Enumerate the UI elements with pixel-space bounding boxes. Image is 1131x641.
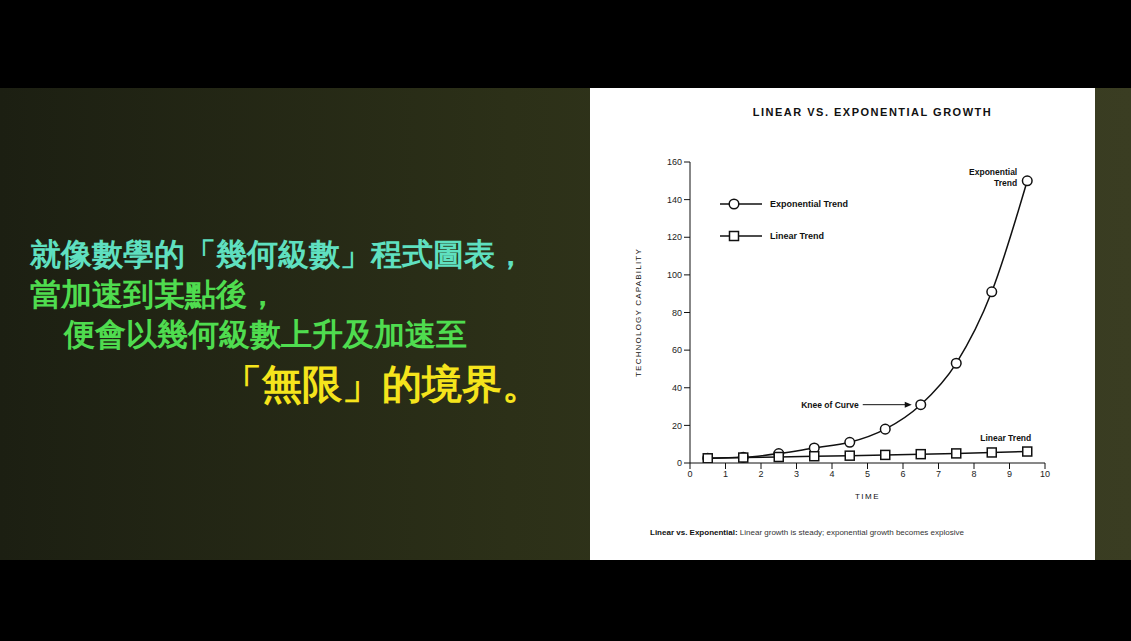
html-text:便會以幾何級數上升及加速至: 便會以幾何級數上升及加速至 xyxy=(64,316,467,352)
svg-text:0: 0 xyxy=(677,458,682,468)
html-text:Exponential Trend: Exponential Trend xyxy=(770,199,848,209)
svg-text:6: 6 xyxy=(900,469,905,479)
svg-text:0: 0 xyxy=(687,469,692,479)
svg-text:80: 80 xyxy=(672,308,682,318)
svg-text:10: 10 xyxy=(1040,469,1050,479)
svg-text:4: 4 xyxy=(829,469,834,479)
svg-text:TECHNOLOGY CAPABILITY: TECHNOLOGY CAPABILITY xyxy=(634,248,643,377)
svg-text:1: 1 xyxy=(723,469,728,479)
svg-text:TIME: TIME xyxy=(855,492,880,501)
svg-text:Linear Trend: Linear Trend xyxy=(980,433,1031,443)
html-text:LINEAR VS. EXPONENTIAL GROWTH: LINEAR VS. EXPONENTIAL GROWTH xyxy=(752,106,993,118)
html-text:當加速到某點後，: 當加速到某點後， xyxy=(30,276,278,312)
html-text:Linear vs. Exponential: Linear: Linear vs. Exponential: Linear growth is… xyxy=(650,528,964,537)
svg-text:120: 120 xyxy=(667,232,682,242)
svg-text:160: 160 xyxy=(667,157,682,167)
html-text:「無限」的境界。: 「無限」的境界。 xyxy=(222,361,542,407)
svg-text:2: 2 xyxy=(758,469,763,479)
svg-text:60: 60 xyxy=(672,345,682,355)
svg-text:140: 140 xyxy=(667,195,682,205)
html-text:就像數學的「幾何級數」程式圖表，: 就像數學的「幾何級數」程式圖表， xyxy=(30,236,526,272)
svg-text:7: 7 xyxy=(936,469,941,479)
svg-text:Trend: Trend xyxy=(994,178,1017,188)
html-text:Linear Trend: Linear Trend xyxy=(770,231,824,241)
svg-text:Exponential: Exponential xyxy=(969,167,1017,177)
svg-text:8: 8 xyxy=(971,469,976,479)
svg-text:100: 100 xyxy=(667,270,682,280)
svg-text:40: 40 xyxy=(672,383,682,393)
svg-text:Knee of Curve: Knee of Curve xyxy=(801,400,859,410)
svg-text:20: 20 xyxy=(672,421,682,431)
svg-text:3: 3 xyxy=(794,469,799,479)
svg-text:9: 9 xyxy=(1007,469,1012,479)
svg-text:5: 5 xyxy=(865,469,870,479)
